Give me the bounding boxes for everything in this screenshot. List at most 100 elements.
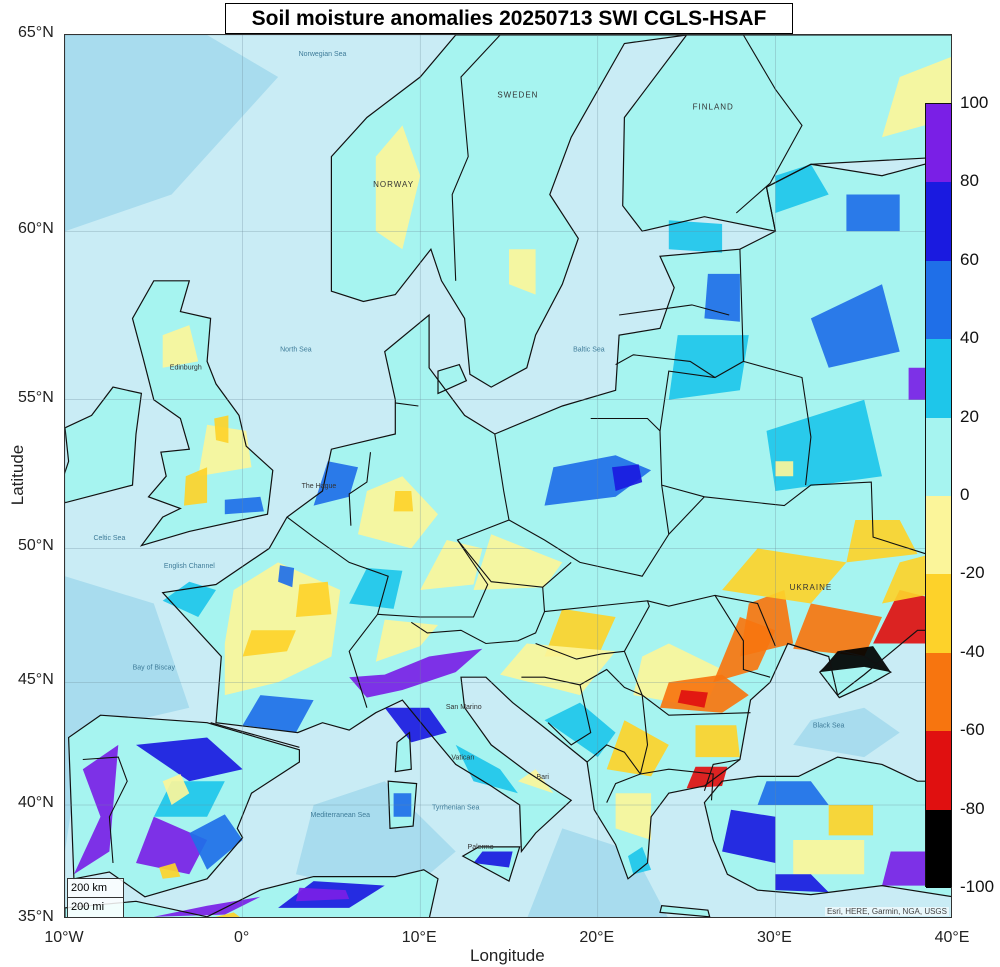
sea-label: Tyrrhenian Sea [432,805,480,812]
anomaly-patch [420,540,483,590]
anomaly-map[interactable]: NORWAY SWEDEN FINLAND UKRAINE North Sea Norwe… [65,35,952,918]
country-border [451,35,501,281]
deep-sea-area [65,576,190,852]
coastline [394,731,412,773]
coastline [161,156,951,880]
land-corsica [395,732,412,772]
anomaly-patch [313,461,358,506]
colorbar-tick-label: -20 [960,563,985,583]
colorbar-segment [926,182,951,261]
anomaly-patch [695,725,740,758]
map-attribution: Esri, HERE, Garmin, NGA, USGS [824,907,949,916]
colorbar-tick-label: -40 [960,641,985,661]
x-tick-label: 40°E [934,929,970,946]
colorbar-tick-label: 60 [960,249,979,269]
sea-label: Bay of Biscay [133,664,176,671]
country-border [395,402,419,407]
anomaly-patch [810,284,900,368]
anomaly-patch [722,548,847,604]
sea-label: Black Sea [813,723,845,730]
colorbar-segment [926,574,951,653]
sea-label: Mediterranean Sea [311,812,371,819]
country-border [410,587,546,645]
coastline [819,650,892,699]
anomaly-patch [162,581,216,617]
anomaly-patch [278,565,295,588]
country-border [210,722,300,748]
anomaly-patch [375,125,421,250]
y-tick-label: 45°N [18,671,54,689]
y-tick-label: 65°N [18,24,54,41]
country-border [623,651,751,716]
country-border [286,516,389,708]
country-border [703,758,740,791]
anomaly-patch [704,273,740,322]
colorbar-segment [926,104,951,183]
coastline [387,780,418,830]
anomaly-patch [295,581,332,617]
coastline [67,714,300,898]
scale-bar-mi: 200 mi [71,901,105,913]
country-label: SWEDEN [497,90,538,99]
anomaly-patch [793,840,865,875]
anomaly-patch [668,335,749,400]
anomaly-patch [775,874,829,893]
anomaly-patch [242,630,296,657]
anomaly-patch [509,249,536,295]
anomaly-patch [668,220,723,253]
anomaly-patch [517,769,554,794]
anomaly-patch [242,695,314,733]
sea-label: Baltic Sea [573,347,605,354]
colorbar [925,103,952,888]
scale-bar: 200 km 200 mi [67,878,124,917]
sea-label: Norwegian Sea [299,51,347,58]
city-label: Bari [537,774,550,781]
anomaly-patch [473,851,513,868]
colorbar-segment [926,260,951,340]
anomaly-patch [184,467,208,506]
anomaly-patch [628,846,652,875]
colorbar-segment [926,417,951,496]
country-border [457,539,572,588]
anomaly-patch [73,744,119,875]
country-border [647,594,771,678]
coastline [330,35,951,388]
country-border [735,35,803,214]
anomaly-patch [358,476,438,549]
anomaly-patch [828,805,874,836]
sea-label: English Channel [164,563,215,570]
y-tick-label: 60°N [18,220,54,238]
scale-bar-km: 200 km [68,879,123,898]
y-tick-label: 55°N [18,388,54,406]
country-border [377,433,510,618]
x-tick-label: 10°W [44,929,84,946]
anomaly-patch [159,863,181,879]
colorbar-tick-label: 0 [960,485,970,504]
colorbar-segment [926,496,951,575]
deep-sea-area [295,781,456,897]
city-label: Vatican [451,755,474,762]
x-tick-label: 30°E [756,929,792,946]
anomaly-patch [215,912,240,917]
country-label: NORWAY [373,180,414,189]
anomaly-patch [136,816,208,875]
land-mainland [162,157,951,879]
x-tick-label: 0° [233,929,250,946]
anomaly-patch [349,568,403,609]
anomaly-patch [162,325,199,368]
colorbar-tick-label: -80 [960,798,985,818]
anomaly-patch [393,491,414,512]
country-border [639,695,714,801]
anomaly-patch [189,814,243,870]
colorbar-segment [926,731,951,810]
anomaly-patch [295,887,350,902]
anomaly-patch [739,590,794,657]
anomaly-patch [775,164,829,213]
x-tick-label: 20°E [579,929,615,946]
anomaly-patch [384,707,447,743]
colorbar-tick-label: 100 [960,93,989,112]
anomaly-patch [198,424,252,477]
anomaly-patch [846,194,900,232]
map-frame[interactable]: NORWAY SWEDEN FINLAND UKRAINE North Sea Norwe… [64,34,952,918]
colorbar-tick-label: 80 [960,171,979,191]
